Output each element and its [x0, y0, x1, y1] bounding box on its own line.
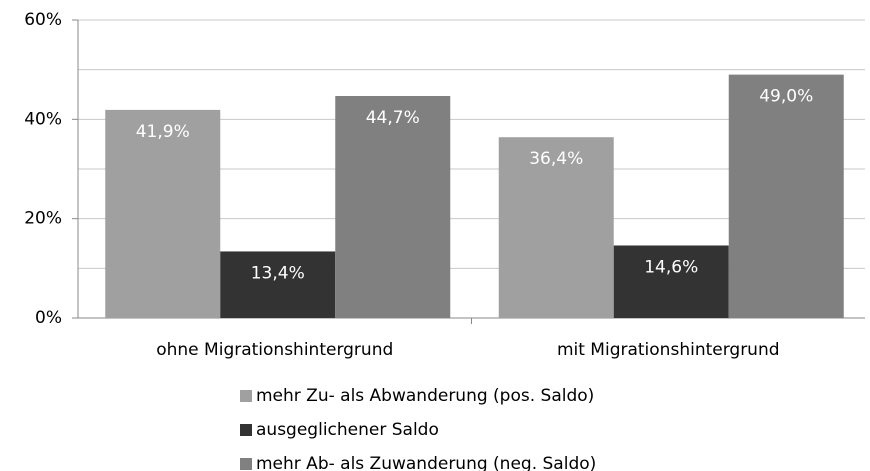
legend-label: ausgeglichener Saldo [256, 420, 439, 440]
bar [613, 245, 729, 318]
y-tick-label: 20% [24, 209, 62, 229]
legend-label: mehr Ab- als Zuwanderung (neg. Saldo) [256, 454, 596, 471]
value-label: 14,6% [644, 257, 698, 277]
bar [335, 95, 451, 319]
bar [728, 74, 844, 318]
value-label: 13,4% [251, 263, 305, 283]
value-label: 36,4% [529, 149, 583, 169]
y-tick-label: 0% [35, 308, 62, 328]
y-tick-label: 60% [24, 10, 62, 30]
legend-swatch [240, 390, 252, 402]
x-tick-label: mit Migrationshintergrund [557, 340, 780, 360]
value-label: 49,0% [759, 87, 813, 107]
bar [105, 109, 221, 318]
x-tick-label: ohne Migrationshintergrund [156, 340, 393, 360]
legend-label: mehr Zu- als Abwanderung (pos. Saldo) [256, 386, 594, 406]
value-label: 41,9% [136, 122, 190, 142]
legend-swatch [240, 424, 252, 436]
y-tick-label: 40% [24, 109, 62, 129]
legend-swatch [240, 458, 252, 470]
bar [220, 251, 336, 318]
value-label: 44,7% [366, 108, 420, 128]
bar [498, 137, 614, 318]
